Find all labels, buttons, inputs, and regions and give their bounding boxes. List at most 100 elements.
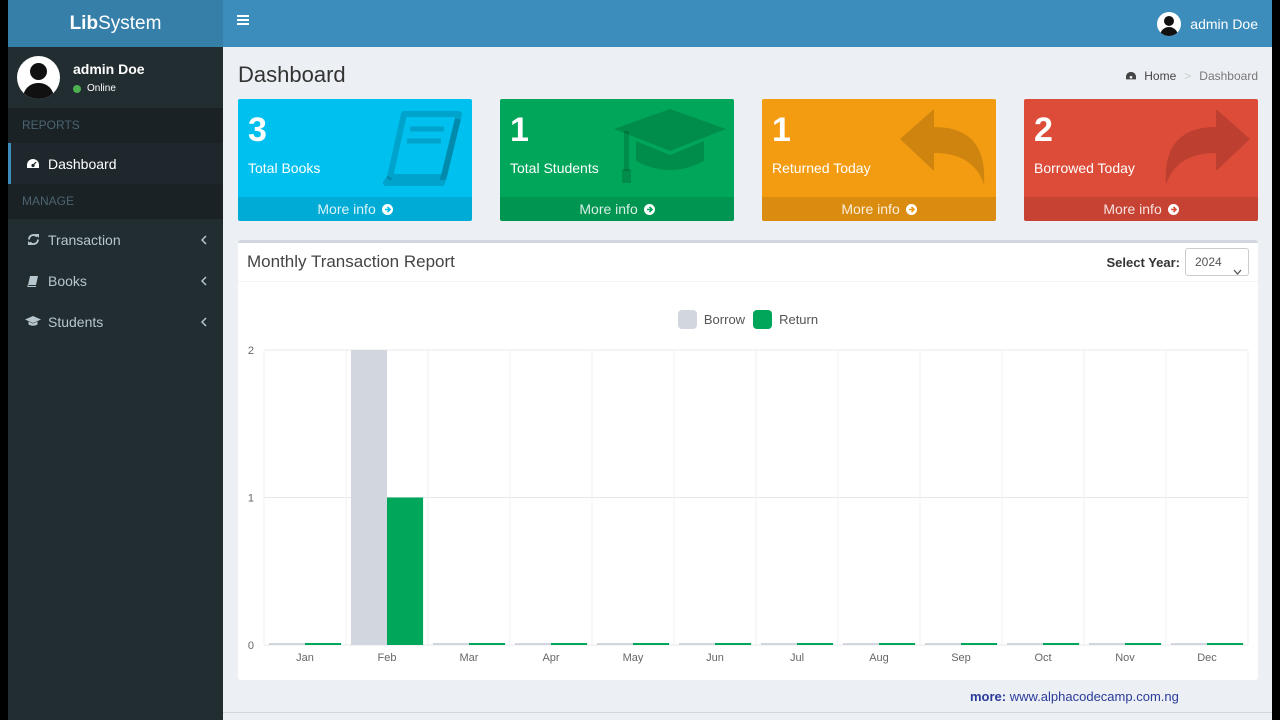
content-wrapper: Dashboard Home > Dashboard 3 Total Books… [223, 47, 1272, 720]
reply-icon [900, 109, 988, 192]
sidebar-toggle-icon[interactable] [237, 15, 249, 29]
sidebar-item-label: Transaction [48, 231, 121, 248]
stat-label: Borrowed Today [1034, 160, 1135, 176]
more-info-link[interactable]: More info [238, 197, 472, 221]
bar-borrow [760, 643, 797, 645]
book-icon [382, 109, 464, 194]
share-icon [1162, 109, 1250, 192]
sidebar: Lib System admin Doe Online REPORTS Dashb… [8, 0, 223, 720]
bar-borrow [842, 643, 879, 645]
stat-value: 1 [772, 111, 791, 149]
stat-box-total-books: 3 Total Books More info [238, 99, 472, 221]
logo-rest: System [98, 12, 162, 34]
year-select-value: 2024 [1195, 255, 1222, 269]
stat-label: Total Students [510, 160, 599, 176]
year-filter: Select Year: 2024 [1107, 248, 1249, 276]
legend-swatch [677, 310, 697, 329]
app-logo[interactable]: Lib System [8, 0, 223, 47]
user-panel: admin Doe Online [8, 47, 223, 108]
chevron-left-icon [200, 232, 207, 248]
y-tick-label: 2 [248, 345, 254, 357]
bar-return [469, 643, 506, 645]
stat-value: 3 [248, 111, 267, 149]
x-tick-label: Jun [706, 652, 724, 664]
x-tick-label: Apr [542, 652, 559, 664]
user-status-text: Online [87, 83, 116, 94]
user-status: Online [73, 83, 145, 94]
x-tick-label: Jan [296, 652, 314, 664]
bar-return [551, 643, 588, 645]
sidebar-item-books[interactable]: Books [8, 260, 223, 301]
stat-box-returned-today: 1 Returned Today More info [762, 99, 996, 221]
online-dot-icon [73, 84, 81, 93]
chevron-down-icon [1233, 258, 1242, 284]
bar-return [879, 643, 916, 645]
legend-label: Borrow [703, 312, 746, 327]
year-select[interactable]: 2024 [1185, 248, 1249, 276]
avatar [1157, 11, 1182, 36]
watermark-url: www.alphacodecamp.com.ng [1009, 689, 1179, 704]
report-title: Monthly Transaction Report [247, 252, 455, 271]
bar-borrow [514, 643, 551, 645]
logo-bold: Lib [69, 12, 99, 34]
legend-label: Return [779, 312, 819, 327]
bar-return [715, 643, 752, 645]
bar-borrow [268, 643, 305, 645]
x-tick-label: Aug [869, 652, 889, 664]
bar-return [387, 497, 424, 645]
breadcrumb: Home > Dashboard [1125, 69, 1258, 83]
bar-return [961, 643, 998, 645]
menu-header-manage: MANAGE [8, 184, 223, 219]
sidebar-item-transaction[interactable]: Transaction [8, 219, 223, 260]
monthly-bar-chart: 0 1 2 Jan Feb Mar Apr May Jun Jul Aug Sep Oct Nov Dec [248, 345, 1249, 664]
user-name: admin Doe [73, 61, 145, 77]
more-info-link[interactable]: More info [1024, 197, 1258, 221]
arrow-circle-right-icon [381, 204, 393, 215]
sidebar-item-dashboard[interactable]: Dashboard [8, 143, 223, 184]
stat-label: Total Books [248, 160, 321, 176]
more-info-link[interactable]: More info [762, 197, 996, 221]
sidebar-item-label: Students [48, 313, 104, 330]
bar-borrow [432, 643, 469, 645]
x-tick-label: Jul [790, 652, 804, 664]
stat-boxes: 3 Total Books More info 1 Total Students… [238, 99, 1258, 221]
graduation-cap-icon [614, 109, 726, 190]
bar-borrow [596, 643, 633, 645]
bar-return [633, 643, 670, 645]
dashboard-icon [24, 158, 42, 170]
watermark-label: more: [970, 689, 1007, 704]
arrow-circle-right-icon [905, 204, 917, 215]
user-menu[interactable]: admin Doe [1157, 0, 1258, 47]
book-icon [24, 275, 42, 287]
bar-borrow [1088, 643, 1125, 645]
chevron-left-icon [200, 273, 207, 289]
stat-value: 1 [510, 111, 529, 149]
x-tick-label: Nov [1115, 652, 1135, 664]
sidebar-item-label: Books [48, 272, 87, 289]
chart-legend: Borrow Return [238, 310, 1258, 329]
page-title: Dashboard [238, 62, 346, 87]
bar-return [797, 643, 834, 645]
monthly-report-box: Monthly Transaction Report Select Year: … [238, 240, 1258, 680]
graduation-cap-icon [24, 316, 42, 327]
more-info-label: More info [841, 201, 900, 217]
bar-borrow [678, 643, 715, 645]
x-tick-label: Oct [1034, 652, 1051, 664]
more-info-link[interactable]: More info [500, 197, 734, 221]
x-tick-label: Mar [460, 652, 479, 664]
legend-item-return[interactable]: Return [753, 310, 818, 329]
more-info-label: More info [579, 201, 638, 217]
menu-header-reports: REPORTS [8, 108, 223, 143]
x-tick-label: May [623, 652, 644, 664]
bar-borrow [1170, 643, 1207, 645]
breadcrumb-home[interactable]: Home [1125, 69, 1176, 83]
stat-box-total-students: 1 Total Students More info [500, 99, 734, 221]
chevron-left-icon [200, 314, 207, 330]
sidebar-item-students[interactable]: Students [8, 301, 223, 342]
stat-box-borrowed-today: 2 Borrowed Today More info [1024, 99, 1258, 221]
x-tick-label: Dec [1197, 652, 1217, 664]
legend-item-borrow[interactable]: Borrow [677, 310, 746, 329]
x-tick-label: Feb [378, 652, 397, 664]
header-user-name: admin Doe [1190, 15, 1258, 32]
arrow-circle-right-icon [1167, 204, 1179, 215]
